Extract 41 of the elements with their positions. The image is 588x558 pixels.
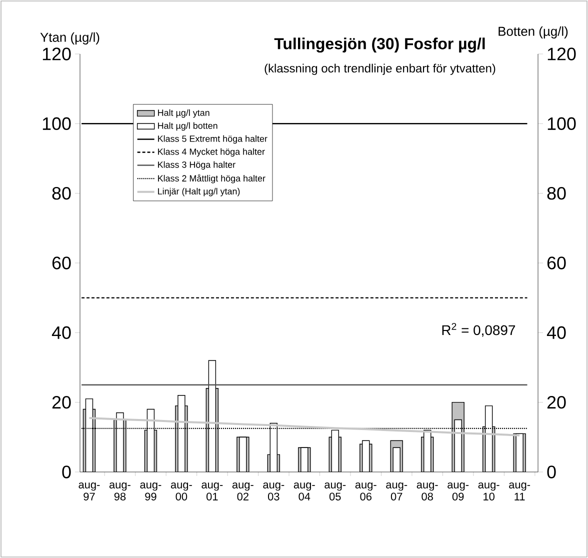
legend-label: Halt µg/l ytan xyxy=(158,109,210,118)
y-tick-label: 120 xyxy=(42,48,71,60)
y-tick-label: 20 xyxy=(52,396,71,409)
legend-label: Halt µg/l botten xyxy=(158,122,218,131)
x-tick-label: aug-03 xyxy=(263,482,284,500)
x-tick-label: aug-05 xyxy=(324,482,346,500)
text: (klassning och trendlinje enbart för ytvatten) xyxy=(264,64,496,75)
y2-tick-label: 60 xyxy=(547,256,566,270)
x-tick-label: aug-98 xyxy=(109,482,130,500)
y-tick-label: 80 xyxy=(52,186,71,200)
x-tick-label: aug-02 xyxy=(232,482,254,500)
y2-tick-label: 100 xyxy=(548,117,576,130)
y2-tick-label: 120 xyxy=(548,48,576,60)
x-tick-label: aug-08 xyxy=(416,482,438,500)
legend-label: Klass 5 Extremt höga halter xyxy=(158,135,268,144)
x-tick-label: aug-99 xyxy=(140,482,162,500)
y2-tick-label: 0 xyxy=(547,466,556,478)
x-tick-label: aug-01 xyxy=(202,482,223,500)
x-tick-label: aug-11 xyxy=(509,482,530,500)
y-tick-label: 100 xyxy=(42,117,71,130)
x-tick-label: aug-09 xyxy=(448,482,469,500)
y2-tick-label: 80 xyxy=(547,186,566,200)
x-tick-label: aug-06 xyxy=(355,482,376,500)
y-axis-title: Ytan (µg/l) xyxy=(40,32,100,44)
y2-axis-title: Botten (µg/l) xyxy=(498,26,568,38)
legend-label: Klass 2 Måttligt höga halter xyxy=(158,174,266,184)
y2-tick-label: 40 xyxy=(546,326,566,339)
annotation: R$^{2}$ = 0,0897 xyxy=(442,322,516,337)
y2-tick-label: 20 xyxy=(547,396,566,409)
y-tick-label: 0 xyxy=(62,466,71,478)
legend-label: Linjär (Halt µg/l ytan) xyxy=(158,188,240,196)
legend-label: Klass 4 Mycket höga halter xyxy=(158,148,265,157)
x-tick-label: aug-00 xyxy=(170,482,192,500)
x-tick-label: aug-04 xyxy=(294,482,315,500)
x-tick-label: aug-07 xyxy=(386,482,408,500)
x-tick-label: aug-10 xyxy=(478,482,500,500)
legend-label: Klass 3 Höga halter xyxy=(158,161,236,170)
y-tick-label: 40 xyxy=(52,326,71,339)
y-tick-label: 60 xyxy=(52,256,71,270)
x-tick-label: aug-97 xyxy=(78,482,100,500)
chart-title: Tullingesjön (30) Fosfor µg/l xyxy=(274,38,485,53)
